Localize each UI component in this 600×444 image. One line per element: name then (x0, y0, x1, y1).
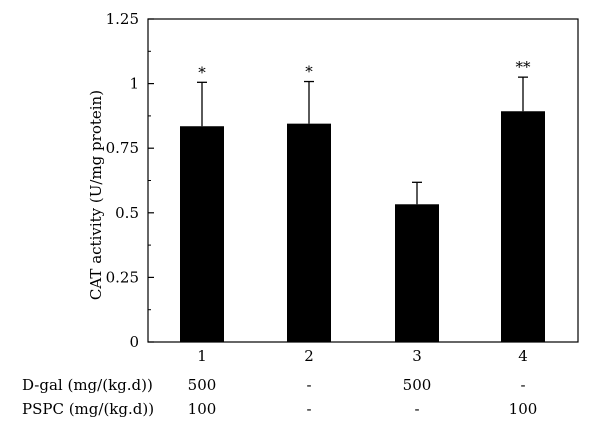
y-tick-label: 1.25 (106, 10, 139, 28)
bar (287, 123, 331, 342)
y-tick-label: 0.25 (106, 268, 139, 286)
row-label-pspc: PSPC (mg/(kg.d)) (22, 400, 155, 418)
table-row-dgal: D-gal (mg/(kg.d)) 500 - 500 - (0, 376, 600, 398)
cell-dgal-4: - (520, 376, 526, 394)
cell-dgal-2: - (306, 376, 312, 394)
cell-pspc-1: 100 (187, 400, 217, 418)
table-row-pspc: PSPC (mg/(kg.d)) 100 - - 100 (0, 400, 600, 422)
x-tick-label: 3 (412, 347, 422, 365)
bar (395, 204, 439, 342)
bar (501, 111, 545, 342)
row-label-dgal: D-gal (mg/(kg.d)) (22, 376, 153, 394)
significance-marker: * (198, 63, 206, 81)
cell-pspc-3: - (414, 400, 420, 418)
cell-dgal-3: 500 (402, 376, 432, 394)
bar (180, 126, 224, 343)
significance-marker: ** (516, 58, 532, 76)
y-tick-label: 0.5 (115, 204, 139, 222)
x-tick-label: 4 (518, 347, 528, 365)
x-tick-label: 1 (197, 347, 207, 365)
x-tick-label: 2 (304, 347, 314, 365)
y-axis-label: CAT activity (U/mg protein) (87, 90, 105, 300)
y-tick-label: 1 (129, 75, 139, 93)
cell-pspc-4: 100 (508, 400, 538, 418)
cell-dgal-1: 500 (187, 376, 217, 394)
cell-pspc-2: - (306, 400, 312, 418)
significance-marker: * (305, 63, 313, 81)
bar-chart: CAT activity (U/mg protein) 0 0.25 0.5 0.75… (87, 10, 579, 365)
y-tick-label: 0.75 (106, 139, 139, 157)
y-tick-label: 0 (129, 333, 139, 351)
